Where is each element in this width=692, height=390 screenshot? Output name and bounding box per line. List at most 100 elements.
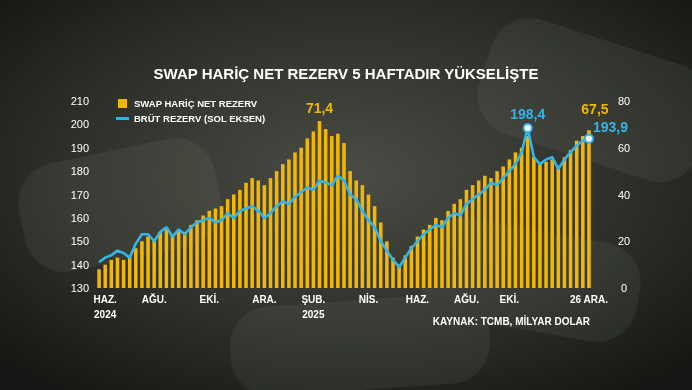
bar [116,258,120,288]
y-tick-label: 130 [71,282,89,294]
y2-tick-label: 20 [618,235,630,247]
bar [514,152,518,288]
label-dot [524,124,532,132]
bar [232,195,236,289]
bar [110,260,114,288]
bar [171,234,175,288]
bar [238,190,242,288]
y-tick-label: 140 [71,259,89,271]
line [99,128,589,267]
bar [581,136,585,288]
bar [97,269,101,288]
data-label: 71,4 [306,100,333,116]
x-tick-label: AĞU. [142,293,167,305]
title: SWAP HARİÇ NET REZERV 5 HAFTADIR YÜKSELİ… [154,65,539,82]
bar [293,152,297,288]
bar [440,220,444,288]
bar [563,157,567,288]
bar [208,211,212,288]
bar [330,136,334,288]
bar [134,248,138,288]
bar [324,129,328,288]
texture-shape [413,212,647,349]
bar [312,131,316,288]
bar [195,220,199,288]
bar [183,232,187,288]
bar [263,185,267,288]
bar [526,136,530,288]
legend-label: BRÜT REZERV (SOL EKSEN) [134,113,265,124]
x-tick-line: ŞUB. [301,294,325,305]
bar [122,260,126,288]
y2-tick-label: 0 [621,282,627,294]
bar [428,225,432,288]
y-tick-label: 180 [71,165,89,177]
x-tick-line: HAZ. [406,294,430,305]
x-tick-line: 2025 [302,309,325,320]
x-tick-line: 2024 [94,309,117,320]
x-tick-line: HAZ. [94,294,118,305]
legend-swatch [116,117,129,120]
bar [550,159,554,288]
x-tick-line: AĞU. [454,293,479,305]
bar [367,195,371,289]
bar [434,218,438,288]
y-tick-label: 170 [71,189,89,201]
bar [269,178,273,288]
y2-tick-label: 80 [618,95,630,107]
bar [452,204,456,288]
bar [538,164,542,288]
bar [244,183,248,288]
y-tick-label: 200 [71,118,89,130]
bar [103,265,107,288]
x-tick-label: ARA. [252,294,277,305]
source-note: KAYNAK: TCMB, MİLYAR DOLAR [433,315,591,327]
chart: SWAP HARİÇ NET REZERV 5 HAFTADIR YÜKSELİ… [0,0,692,390]
bar [256,180,260,288]
bar [575,141,579,288]
bar [165,227,169,288]
legend-swatch [118,99,127,108]
bar [140,241,144,288]
bar [569,150,573,288]
x-tick-line: AĞU. [142,293,167,305]
bar [336,134,340,288]
bar [146,237,150,288]
y-tick-label: 160 [71,212,89,224]
bar [532,157,536,288]
bar [128,255,132,288]
y2-tick-label: 40 [618,189,630,201]
bar [342,143,346,288]
x-tick-label: HAZ. [406,294,430,305]
bar [250,178,254,288]
bar [361,185,365,288]
x-tick-label: NİS. [359,293,379,305]
data-labels: 71,467,5198,4193,9 [306,100,628,143]
bar [501,166,505,288]
x-tick-label: HAZ. 2024 [94,294,118,320]
bar [287,159,291,288]
y-tick-label: 190 [71,142,89,154]
data-label: 193,9 [593,119,628,135]
x-tick-line: 26 ARA. [570,294,608,305]
legend-label: SWAP HARİÇ NET REZERV [134,98,258,109]
legend: SWAP HARİÇ NET REZERV BRÜT REZERV (SOL EK… [116,98,265,124]
bar [152,239,156,288]
bar [373,206,377,288]
bar [587,130,591,288]
x-tick-label: EKİ. [200,293,220,305]
x-tick-label: 26 ARA. [570,294,608,305]
x-tick-label: AĞU. [454,293,479,305]
bar [446,211,450,288]
bar [177,230,181,288]
bar [159,232,163,288]
bar [189,225,193,288]
label-dot [585,135,593,143]
bar [379,223,383,288]
plot-area [97,121,590,288]
bar [318,121,322,288]
x-tick-line: EKİ. [200,293,220,305]
y-tick-label: 210 [71,95,89,107]
x-tick-label: ŞUB. 2025 [301,294,325,320]
bar [489,178,493,288]
